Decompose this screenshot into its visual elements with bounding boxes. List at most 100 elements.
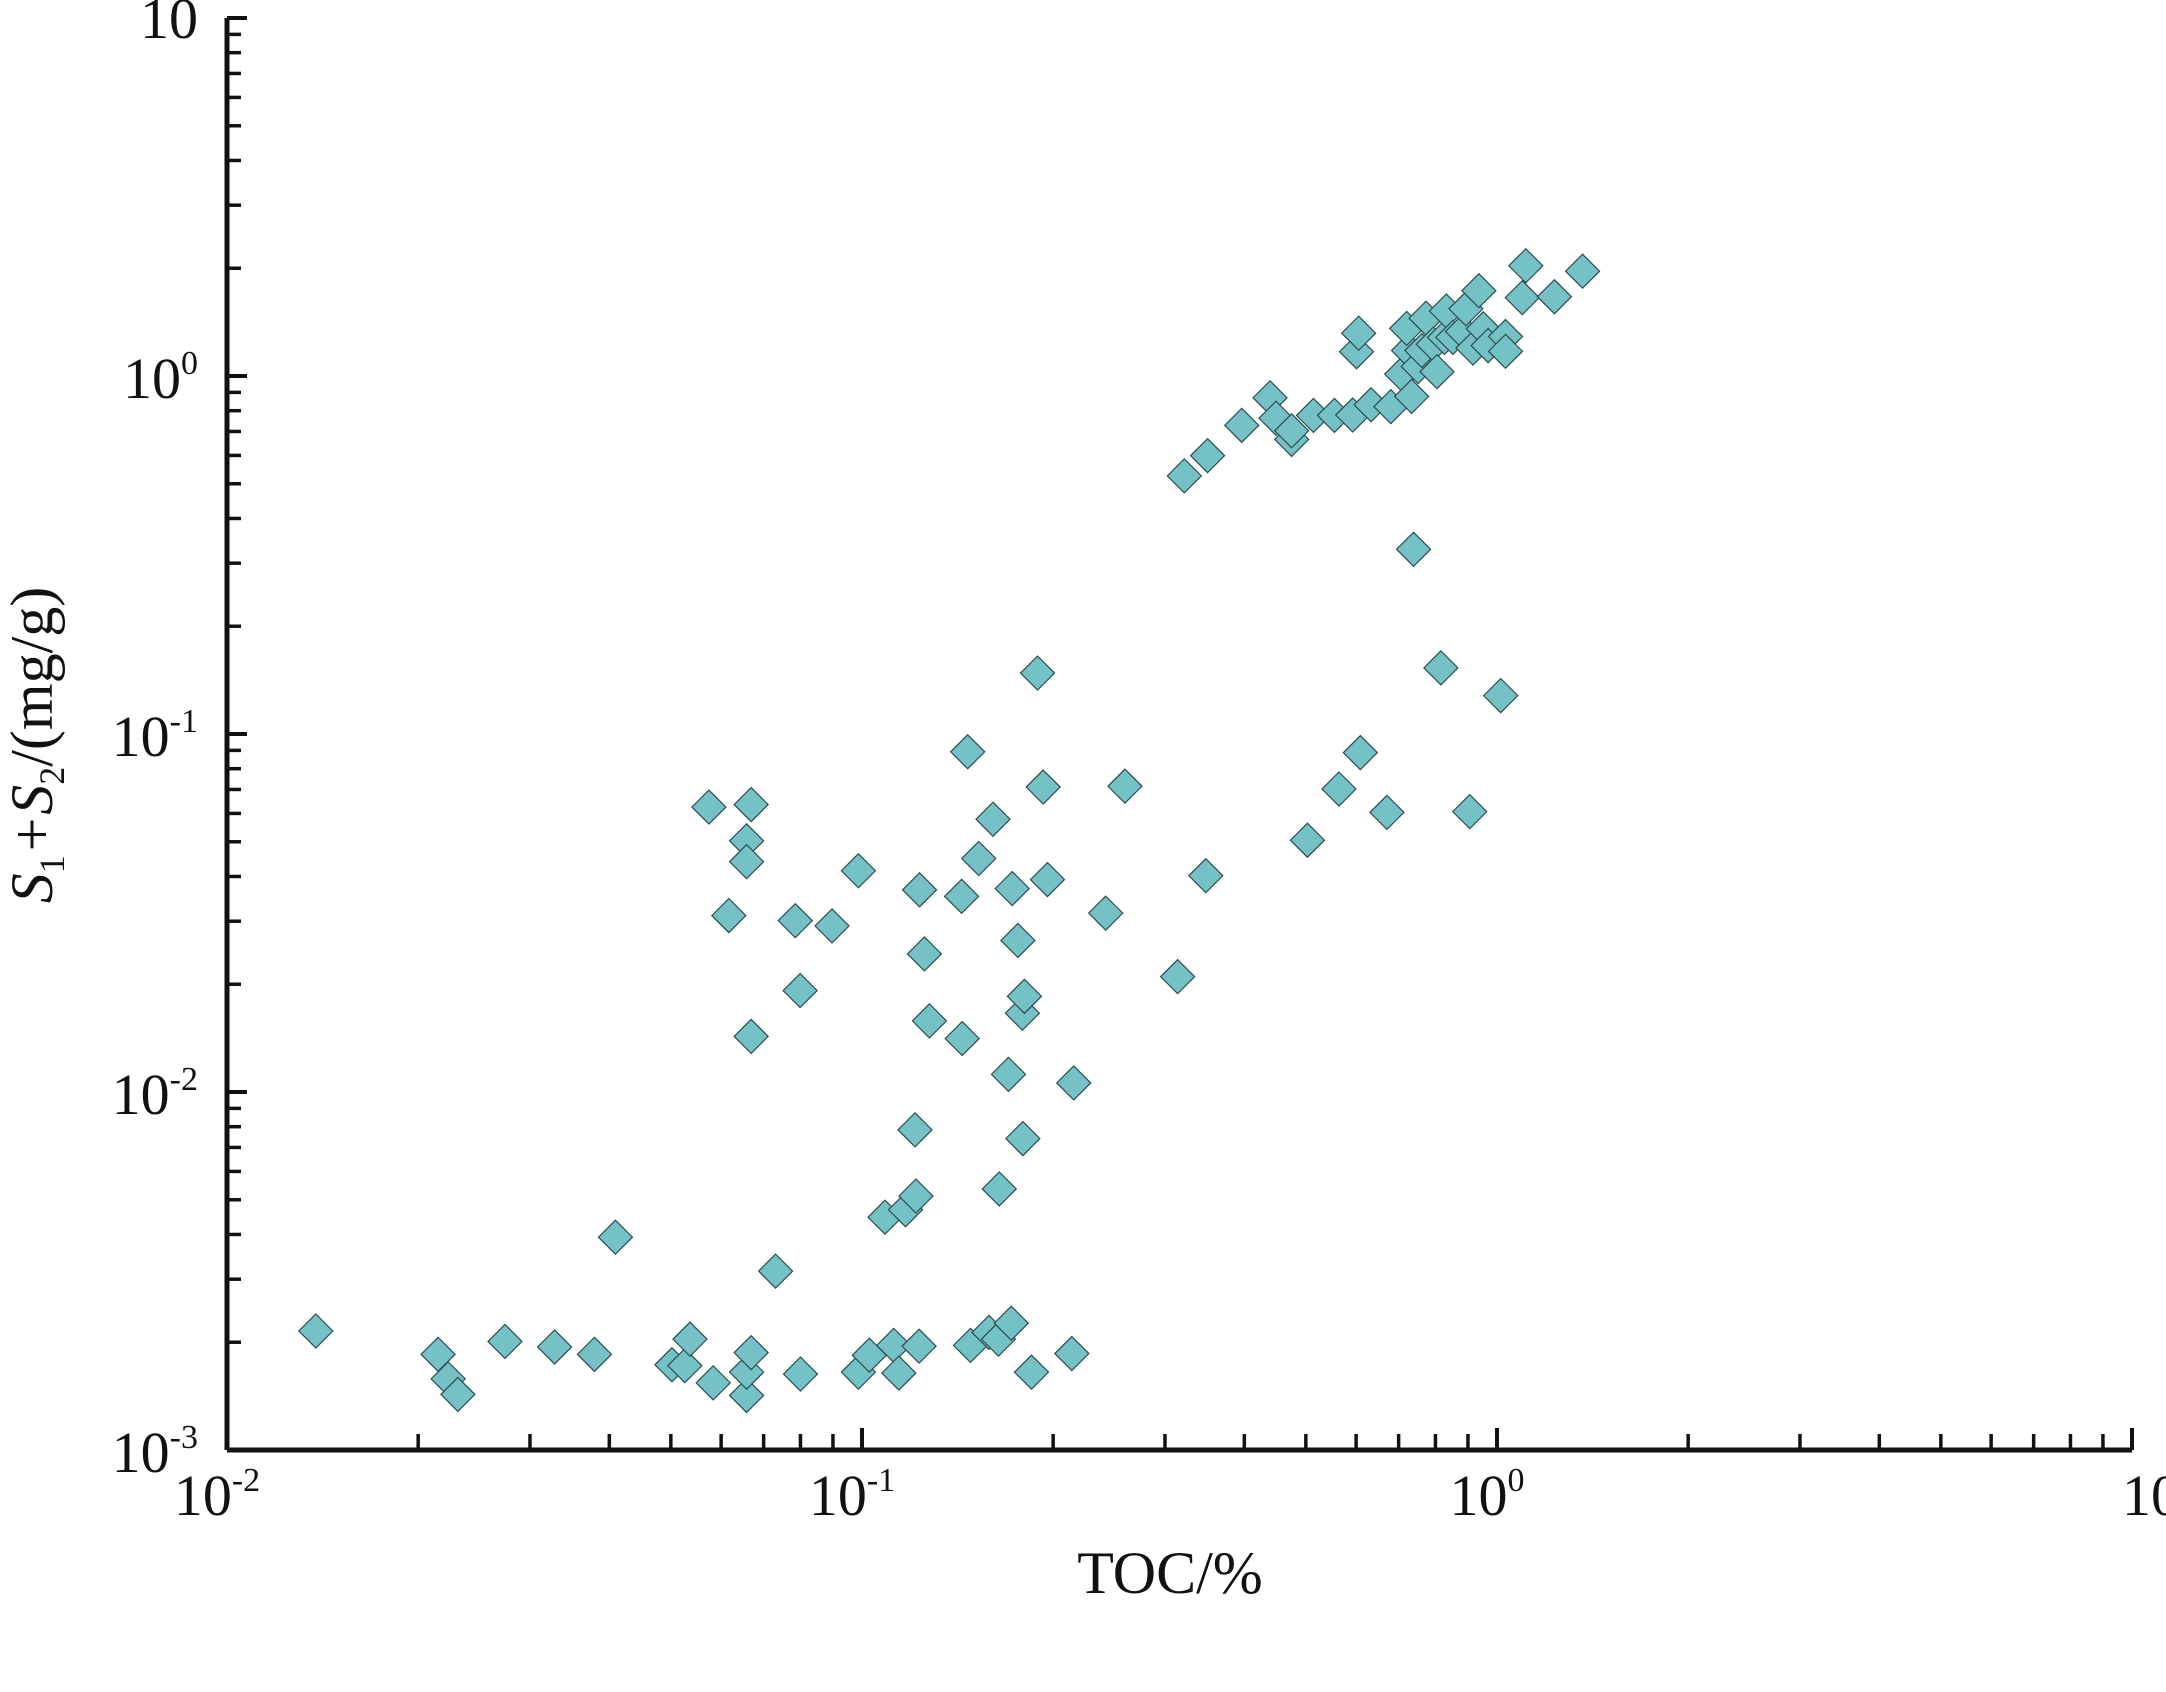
data-point — [1006, 978, 1043, 1015]
data-point — [710, 897, 747, 934]
y-tick-exp: -3 — [170, 1419, 198, 1456]
y-tick-label: 10 — [140, 0, 198, 51]
y-title-mid: +S — [0, 785, 65, 856]
data-point — [576, 1336, 613, 1373]
data-point — [994, 870, 1031, 907]
x-tick-label: 10 — [2122, 1463, 2166, 1528]
data-point — [782, 972, 818, 1009]
data-point — [733, 1334, 769, 1371]
data-point — [901, 872, 938, 908]
y-title-sub2: 2 — [32, 767, 72, 785]
data-point — [1487, 333, 1524, 370]
data-point — [728, 843, 765, 880]
x-tick-base: 10 — [2122, 1463, 2166, 1528]
data-point — [1289, 822, 1326, 859]
data-point — [440, 1376, 476, 1413]
data-point — [1159, 958, 1196, 995]
data-point — [1536, 278, 1573, 315]
data-point — [1461, 272, 1497, 309]
data-point — [898, 1178, 934, 1214]
y-tick-exp: -1 — [170, 703, 198, 740]
data-point — [1025, 769, 1062, 805]
data-point — [666, 1347, 703, 1384]
x-tick-base: 10 — [174, 1463, 232, 1528]
data-point — [1504, 279, 1541, 316]
y-axis-title: S1+S2/(mg/g) — [0, 587, 72, 903]
data-point — [1013, 1354, 1050, 1390]
data-point — [1189, 437, 1226, 474]
data-point — [1273, 412, 1310, 449]
marker-layer — [297, 247, 1601, 1414]
x-ticks — [225, 1428, 2134, 1450]
data-point — [944, 1020, 981, 1057]
y-tick-base: 10 — [112, 1420, 170, 1485]
data-point — [906, 936, 943, 972]
y-tick-exp: 0 — [181, 345, 198, 382]
data-point — [881, 1355, 917, 1391]
data-point — [943, 878, 980, 915]
data-point — [1342, 734, 1379, 771]
data-point — [777, 902, 814, 939]
data-point — [975, 801, 1011, 838]
data-point — [981, 1171, 1018, 1207]
data-point — [297, 1313, 334, 1349]
y-tick-label: 10-3 — [112, 1419, 198, 1485]
y-tick-label: 10-1 — [112, 703, 198, 769]
data-point — [733, 786, 769, 823]
y-title-sub1: 1 — [32, 855, 72, 873]
y-tick-exp: -2 — [170, 1061, 198, 1098]
x-tick-base: 10 — [1450, 1463, 1508, 1528]
x-tick-label: 100 — [1450, 1462, 1525, 1528]
y-tick-label: 100 — [123, 345, 198, 411]
data-point — [597, 1219, 634, 1256]
data-point — [1107, 768, 1143, 805]
data-point — [1369, 794, 1405, 831]
data-point — [728, 1377, 765, 1414]
data-point — [1029, 861, 1066, 898]
data-point — [733, 1018, 769, 1055]
y-title-s1: S — [0, 873, 65, 903]
x-tick-exp: 0 — [1508, 1462, 1525, 1499]
data-point — [757, 1253, 794, 1289]
data-point — [897, 1111, 933, 1148]
x-axis-title: TOC/% — [1077, 1540, 1263, 1606]
x-tick-label: 10-2 — [174, 1462, 260, 1528]
x-tick-exp: -1 — [867, 1462, 895, 1499]
data-point — [1005, 1120, 1041, 1157]
data-point — [1053, 1335, 1090, 1372]
data-point — [960, 840, 997, 877]
data-point — [1395, 531, 1432, 568]
data-point — [1507, 247, 1544, 284]
data-point — [911, 1003, 948, 1039]
data-point — [1321, 771, 1357, 807]
data-point — [1451, 793, 1488, 830]
data-point — [1087, 895, 1124, 931]
data-point — [1423, 650, 1459, 686]
x-tick-label: 10-1 — [809, 1462, 895, 1528]
y-tick-base: 10 — [112, 704, 170, 769]
data-point — [814, 908, 850, 944]
data-point — [1564, 253, 1601, 290]
data-point — [1223, 407, 1260, 444]
data-point — [695, 1365, 732, 1401]
data-point — [1393, 378, 1430, 415]
data-point — [672, 1321, 708, 1358]
x-tick-base: 10 — [809, 1463, 867, 1528]
data-point — [993, 1305, 1030, 1342]
data-point — [487, 1323, 523, 1360]
data-point — [949, 733, 986, 770]
x-tick-exp: -2 — [232, 1462, 260, 1499]
y-tick-base: 10 — [123, 346, 181, 411]
y-ticks — [227, 16, 247, 1452]
y-tick-label: 10-2 — [112, 1061, 198, 1127]
data-point — [1166, 458, 1203, 494]
axes — [224, 16, 2134, 1453]
y-tick-base: 10 — [140, 0, 198, 51]
data-point — [536, 1329, 573, 1365]
x-tick-labels: 10-2 10-1 100 10 — [174, 1462, 2166, 1528]
data-point — [691, 789, 727, 825]
y-tick-base: 10 — [112, 1062, 170, 1127]
data-point — [1419, 353, 1455, 390]
